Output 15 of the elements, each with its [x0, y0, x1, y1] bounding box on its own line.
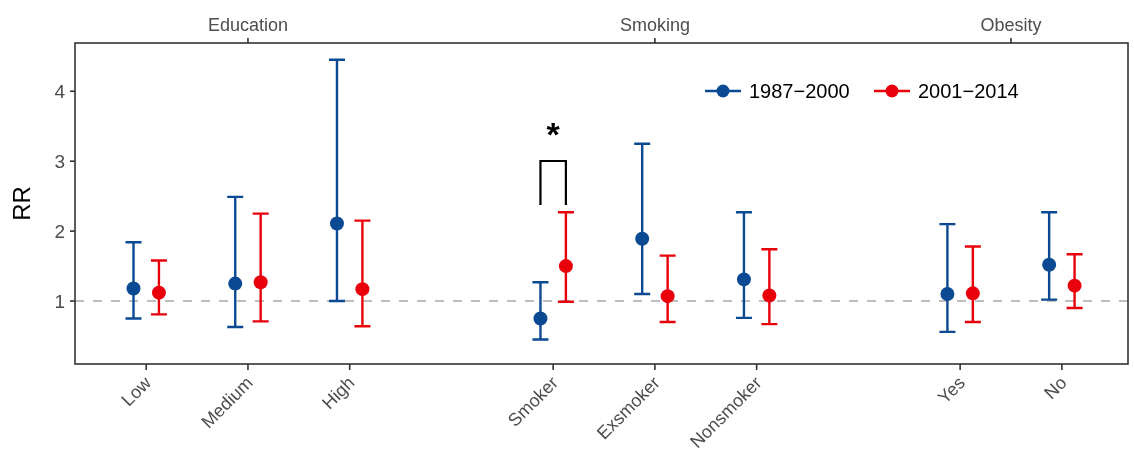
x-tick-label: No — [1040, 372, 1071, 404]
x-tick-label: High — [318, 372, 359, 414]
x-tick-label: Yes — [934, 372, 969, 408]
y-tick-label: 4 — [54, 81, 66, 103]
text: Obesity — [980, 15, 1042, 35]
x-tick-label: Low — [117, 371, 156, 411]
annotation: * — [546, 115, 561, 153]
y-tick-label: 3 — [54, 151, 65, 173]
legend-label: 1987−2000 — [749, 80, 850, 102]
y-tick-label: 2 — [54, 221, 65, 243]
legend-label: 2001−2014 — [918, 80, 1019, 102]
y-tick-label: 1 — [54, 291, 65, 313]
y-axis-title: RR — [8, 186, 35, 221]
text: Education — [207, 15, 288, 35]
text: Smoking — [619, 15, 690, 35]
